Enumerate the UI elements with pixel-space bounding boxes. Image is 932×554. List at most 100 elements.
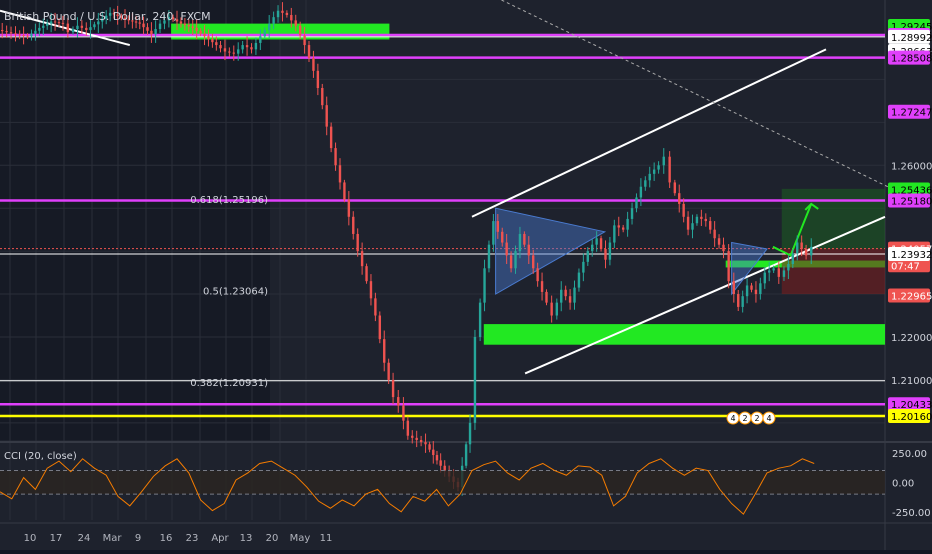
x-tick-label: Mar: [103, 533, 123, 544]
x-tick-label: 16: [160, 533, 173, 544]
candle-body: [316, 70, 320, 88]
candle-body: [245, 45, 249, 48]
candle-body: [540, 281, 544, 292]
candle-body: [338, 165, 342, 183]
candle-body: [71, 28, 75, 33]
candle-body: [432, 449, 435, 456]
trend-line: [471, 48, 827, 218]
candle-body: [532, 255, 535, 269]
candle-body: [85, 27, 88, 31]
cci-line: [0, 458, 815, 515]
candle-body: [464, 444, 468, 466]
candle-body: [717, 238, 721, 245]
candle-body: [347, 199, 351, 217]
candle-body: [527, 244, 530, 256]
horizontal-levels: [0, 33, 885, 418]
candle-body: [30, 33, 33, 37]
candle-body: [591, 244, 594, 252]
candle-body: [26, 35, 29, 37]
candle-body: [800, 242, 803, 249]
candle-body: [626, 218, 629, 230]
price-axis-label: 1.25180: [891, 196, 932, 207]
candle-body: [501, 231, 504, 243]
candle-body: [38, 27, 41, 31]
candle-body: [232, 52, 235, 54]
candle-body: [356, 233, 359, 252]
candle-body: [727, 251, 730, 282]
candle-body: [695, 216, 699, 224]
candle-body: [179, 21, 183, 24]
stop-loss-zone: [781, 248, 885, 295]
candle-body: [406, 420, 410, 436]
price-axis-label: 07:47: [891, 261, 920, 272]
candle-body: [105, 15, 108, 19]
candle-body: [722, 244, 725, 252]
candle-body: [34, 30, 37, 34]
fib-level-label: 0.618(1.25196): [190, 195, 268, 206]
candle-body: [163, 20, 166, 24]
candle-body: [435, 455, 439, 461]
candle-body: [171, 17, 175, 20]
candle-body: [101, 18, 104, 22]
candle-body: [411, 435, 414, 438]
candle-body: [215, 42, 218, 46]
candle-body: [131, 20, 134, 22]
candle-body: [276, 10, 280, 18]
event-count: 2: [742, 414, 747, 423]
candle-body: [763, 272, 766, 284]
candle-body: [360, 251, 364, 267]
candle-body: [439, 460, 442, 466]
candle-body: [468, 422, 472, 445]
candle-body: [796, 242, 799, 254]
triangle-pattern: [731, 241, 768, 296]
candle-body: [621, 227, 625, 230]
candle-body: [397, 397, 400, 406]
candle-body: [199, 30, 202, 34]
cci-label: CCI (20, close): [4, 451, 77, 462]
candle-body: [116, 14, 119, 17]
candle-body: [263, 30, 266, 37]
x-tick-label: 17: [50, 533, 63, 544]
candle-body: [514, 251, 517, 269]
candle-body: [678, 193, 681, 204]
x-tick-label: 23: [186, 533, 199, 544]
price-candles: [1, 2, 813, 496]
candle-body: [682, 203, 685, 217]
fib-level-label: 0.5(1.23064): [203, 286, 268, 297]
candle-body: [617, 225, 620, 228]
candle-body: [195, 27, 198, 31]
candle-body: [509, 255, 513, 269]
candle-body: [772, 268, 775, 271]
candle-body: [550, 302, 553, 316]
candle-body: [93, 24, 96, 28]
candle-body: [644, 180, 647, 187]
candle-body: [154, 28, 157, 35]
candle-body: [737, 294, 740, 307]
candle-body: [150, 30, 153, 35]
candle-body: [298, 25, 302, 36]
candle-body: [343, 182, 346, 200]
candle-body: [378, 315, 382, 340]
candle-body: [673, 182, 677, 194]
candle-body: [272, 17, 275, 24]
candle-body: [237, 49, 240, 54]
candle-body: [804, 248, 808, 256]
event-marker: [762, 411, 776, 425]
triangle-pattern: [495, 207, 607, 295]
candle-body: [321, 88, 324, 106]
candle-body: [334, 148, 337, 166]
x-tick-label: 11: [320, 533, 333, 544]
candle-body: [312, 57, 315, 71]
candle-body: [369, 281, 373, 299]
candle-body: [219, 45, 222, 49]
price-axis: 1.292451.290351.289921.287311.286631.285…: [888, 18, 932, 423]
price-axis-label: 1.25436: [891, 185, 932, 196]
candle-body: [568, 296, 572, 303]
candle-body: [123, 17, 127, 20]
projection-path: [772, 203, 813, 257]
candle-body: [146, 27, 149, 31]
candle-body: [108, 12, 112, 16]
candle-body: [76, 25, 79, 29]
support-zone: [483, 324, 885, 345]
